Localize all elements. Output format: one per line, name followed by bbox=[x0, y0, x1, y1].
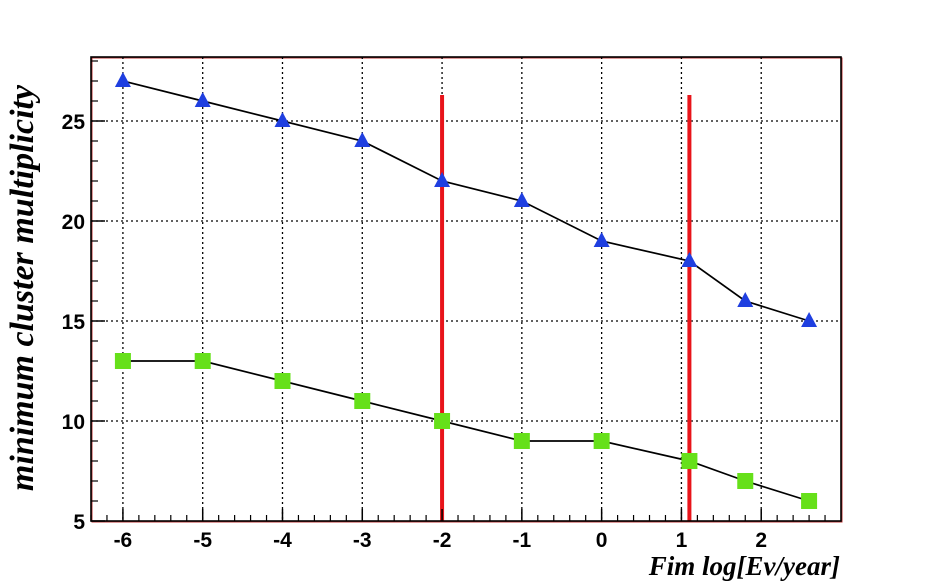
x-tick-label: -4 bbox=[273, 529, 292, 552]
markers bbox=[114, 72, 818, 509]
y-tick-label: 25 bbox=[62, 111, 86, 134]
plot-frame-shadow bbox=[91, 57, 843, 523]
series-2-line bbox=[122, 360, 810, 502]
y-tick-label: 5 bbox=[73, 511, 85, 534]
triangle-point bbox=[681, 252, 698, 267]
square-point bbox=[737, 473, 754, 489]
square-point bbox=[194, 353, 211, 369]
y-axis-title: minimum cluster multiplicity bbox=[4, 84, 41, 491]
triangle-point bbox=[354, 132, 371, 147]
square-point bbox=[434, 413, 451, 429]
plot-frame bbox=[90, 56, 842, 522]
triangle-point bbox=[593, 232, 610, 247]
x-tick-label: -5 bbox=[193, 529, 212, 552]
x-tick-label: -6 bbox=[114, 529, 133, 552]
x-tick-label: -3 bbox=[353, 529, 372, 552]
series-lines bbox=[122, 80, 810, 502]
square-point bbox=[354, 393, 371, 409]
y-tick-label: 10 bbox=[62, 411, 85, 434]
square-point bbox=[274, 373, 291, 389]
axis-ticks bbox=[90, 60, 826, 522]
x-tick-label: -1 bbox=[513, 529, 532, 552]
square-point bbox=[681, 453, 698, 469]
triangle-point bbox=[434, 172, 451, 187]
square-point bbox=[593, 433, 610, 449]
square-point bbox=[513, 433, 530, 449]
x-tick-label: 1 bbox=[676, 529, 688, 552]
triangle-point bbox=[194, 92, 211, 107]
y-tick-label: 15 bbox=[62, 311, 86, 334]
series-1-line bbox=[122, 80, 810, 322]
triangle-point bbox=[513, 192, 530, 207]
triangle-point bbox=[801, 312, 818, 327]
x-tick-label: 2 bbox=[755, 529, 767, 552]
x-tick-label: 0 bbox=[596, 529, 608, 552]
triangle-point bbox=[114, 72, 131, 87]
y-tick-label: 20 bbox=[62, 211, 85, 234]
x-axis-title: Fim log[Ev/year] bbox=[648, 551, 840, 581]
triangle-point bbox=[737, 292, 754, 307]
square-point bbox=[114, 353, 131, 369]
reference-lines bbox=[440, 95, 692, 521]
triangle-point bbox=[274, 112, 291, 127]
square-point bbox=[801, 493, 818, 509]
x-tick-label: -2 bbox=[433, 529, 452, 552]
